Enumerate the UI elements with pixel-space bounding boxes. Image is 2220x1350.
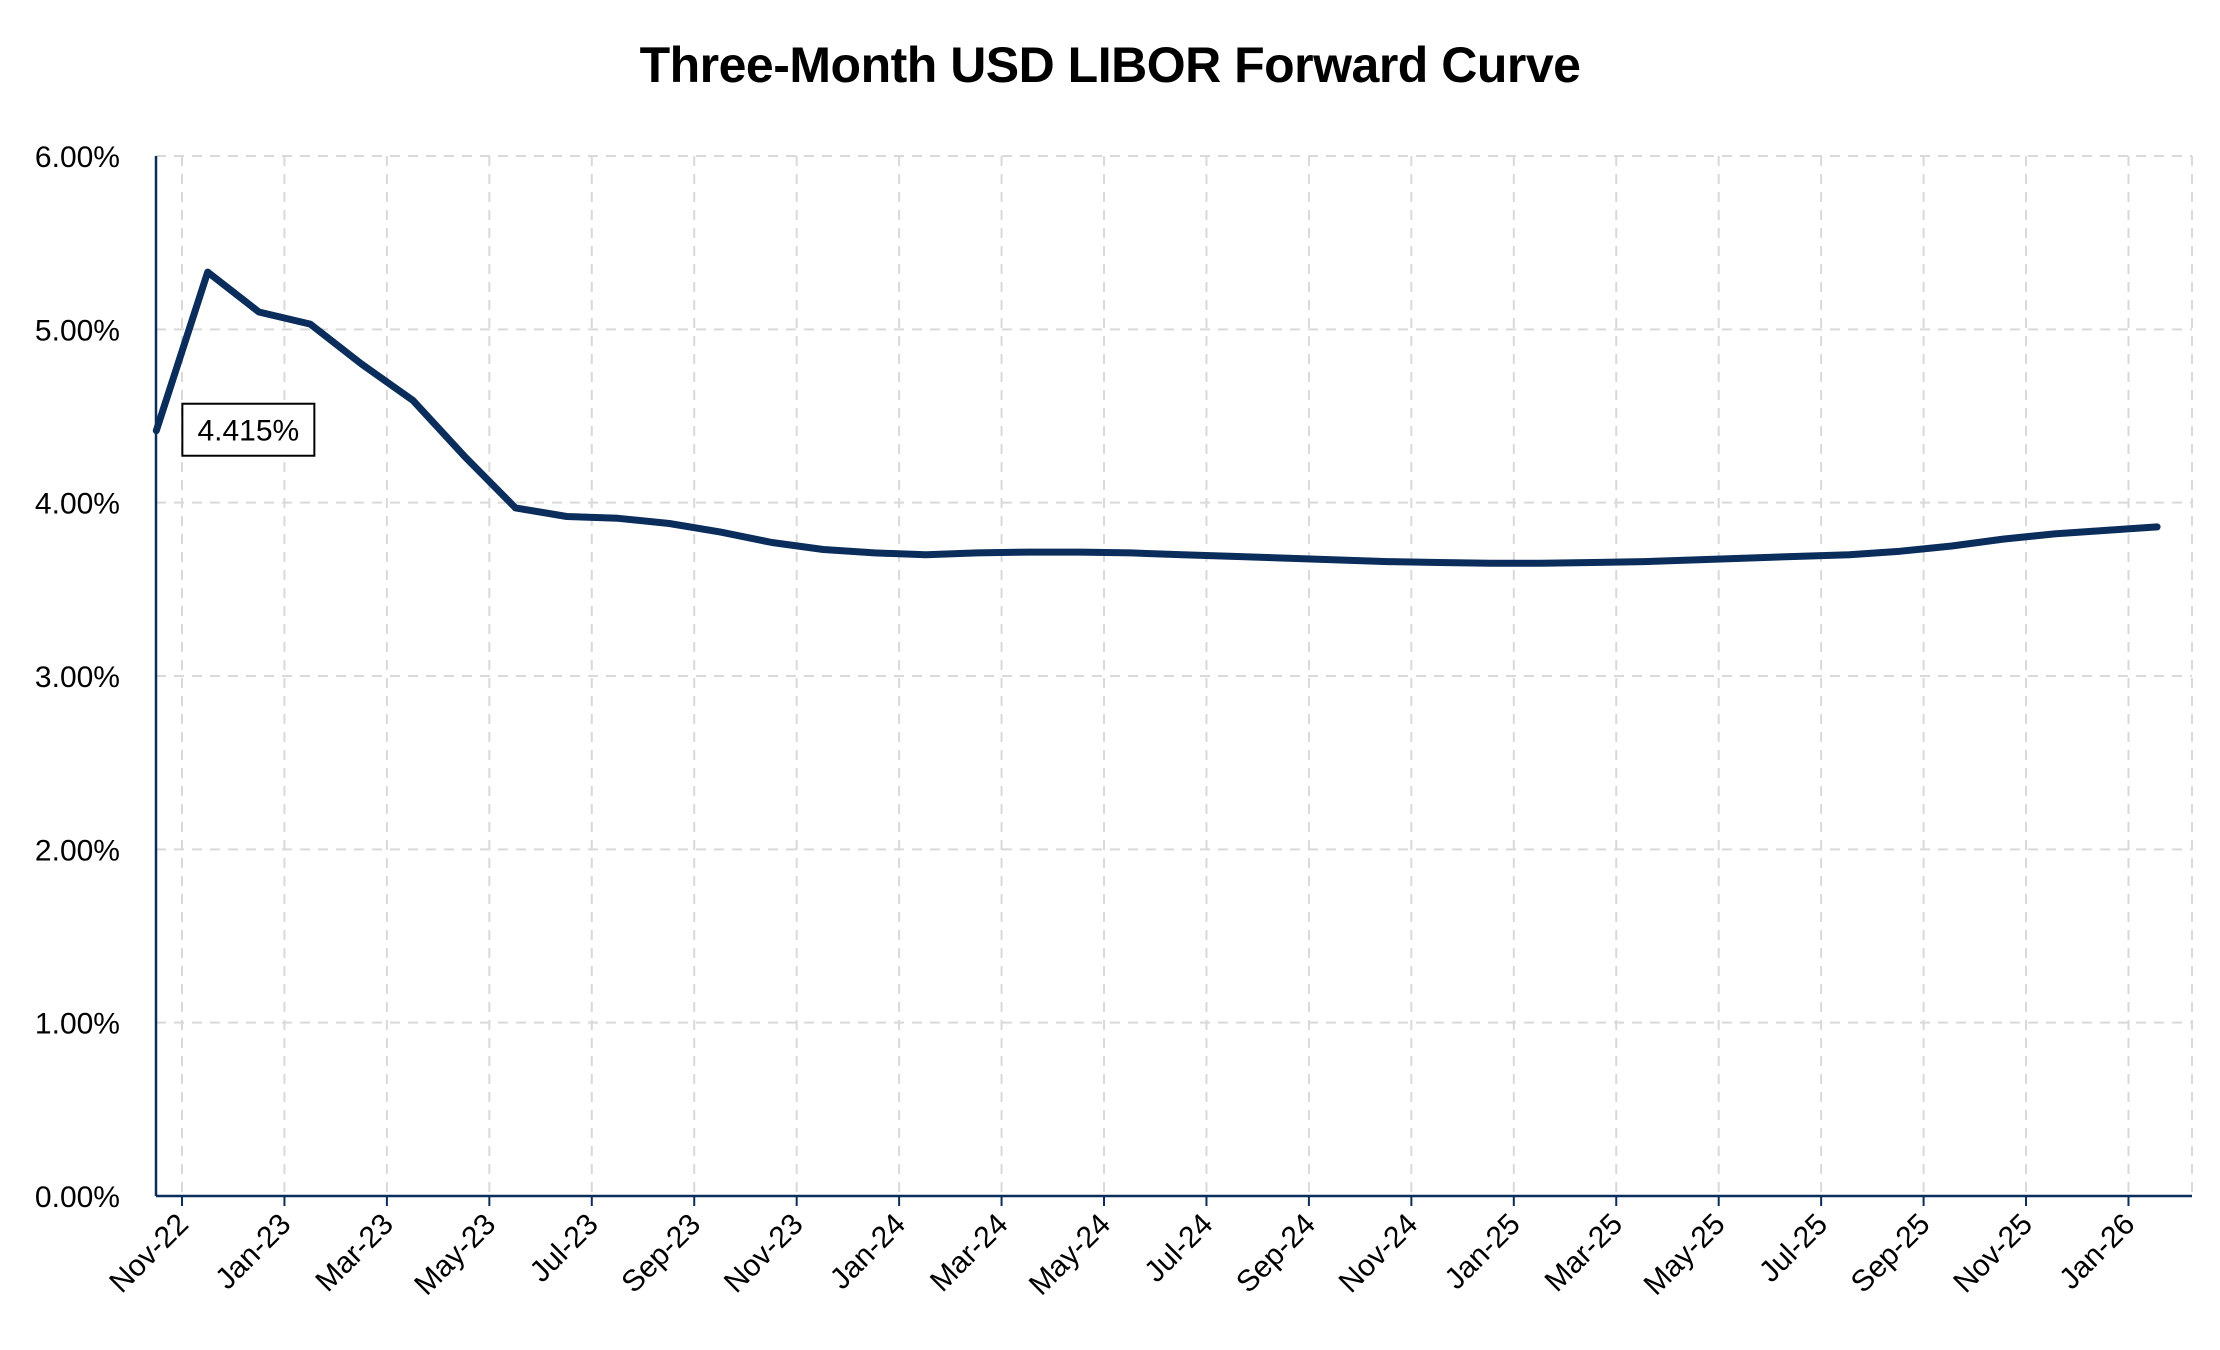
y-tick-label: 6.00% [35, 141, 120, 174]
chart-title: Three-Month USD LIBOR Forward Curve [639, 37, 1581, 93]
y-tick-label: 0.00% [35, 1181, 120, 1214]
y-tick-labels: 0.00% 1.00% 2.00% 3.00% 4.00% 5.00% 6.00% [35, 141, 120, 1214]
x-tick-label: Jan-25 [1439, 1208, 1527, 1296]
x-tick-labels: Nov-22 Jan-23 Mar-23 May-23 Jul-23 Sep-23 Nov-… [103, 1208, 2141, 1302]
annotation-label: 4.415% [197, 415, 299, 448]
x-tick-label: May-23 [408, 1208, 502, 1302]
y-tick-label: 1.00% [35, 1008, 120, 1041]
series-lines [152, 268, 2161, 567]
x-tick-label: May-24 [1023, 1208, 1117, 1302]
x-tick-label: Jul-25 [1753, 1208, 1834, 1289]
x-tick-label: Sep-23 [615, 1208, 707, 1300]
x-tick-label: Nov-24 [1333, 1208, 1425, 1300]
x-tick-label: Nov-22 [103, 1208, 195, 1300]
y-tick-label: 5.00% [35, 314, 120, 347]
x-tick-label: Jul-23 [524, 1208, 605, 1289]
y-tick-label: 4.00% [35, 488, 120, 521]
x-tick-label: Mar-25 [1539, 1208, 1630, 1299]
axes [154, 156, 2192, 1206]
y-tick-label: 3.00% [35, 661, 120, 694]
x-tick-label: Nov-23 [718, 1208, 810, 1300]
gridlines [156, 155, 2193, 1196]
series-line-libor [152, 268, 2161, 567]
x-tick-label: Sep-24 [1230, 1208, 1322, 1300]
x-tick-label: Jul-24 [1138, 1208, 1219, 1289]
x-tick-label: Mar-24 [924, 1208, 1015, 1299]
callouts: 4.415% [181, 402, 316, 457]
x-tick-label: Mar-23 [309, 1208, 400, 1299]
x-tick-label: Nov-25 [1947, 1208, 2039, 1300]
x-tick-label: Jan-23 [209, 1208, 297, 1296]
x-tick-label: Jan-26 [2053, 1208, 2141, 1296]
annotation-box [181, 402, 316, 457]
x-tick-label: May-25 [1638, 1208, 1732, 1302]
x-tick-label: Sep-25 [1845, 1208, 1937, 1300]
x-tick-label: Jan-24 [824, 1208, 912, 1296]
y-tick-label: 2.00% [35, 834, 120, 867]
